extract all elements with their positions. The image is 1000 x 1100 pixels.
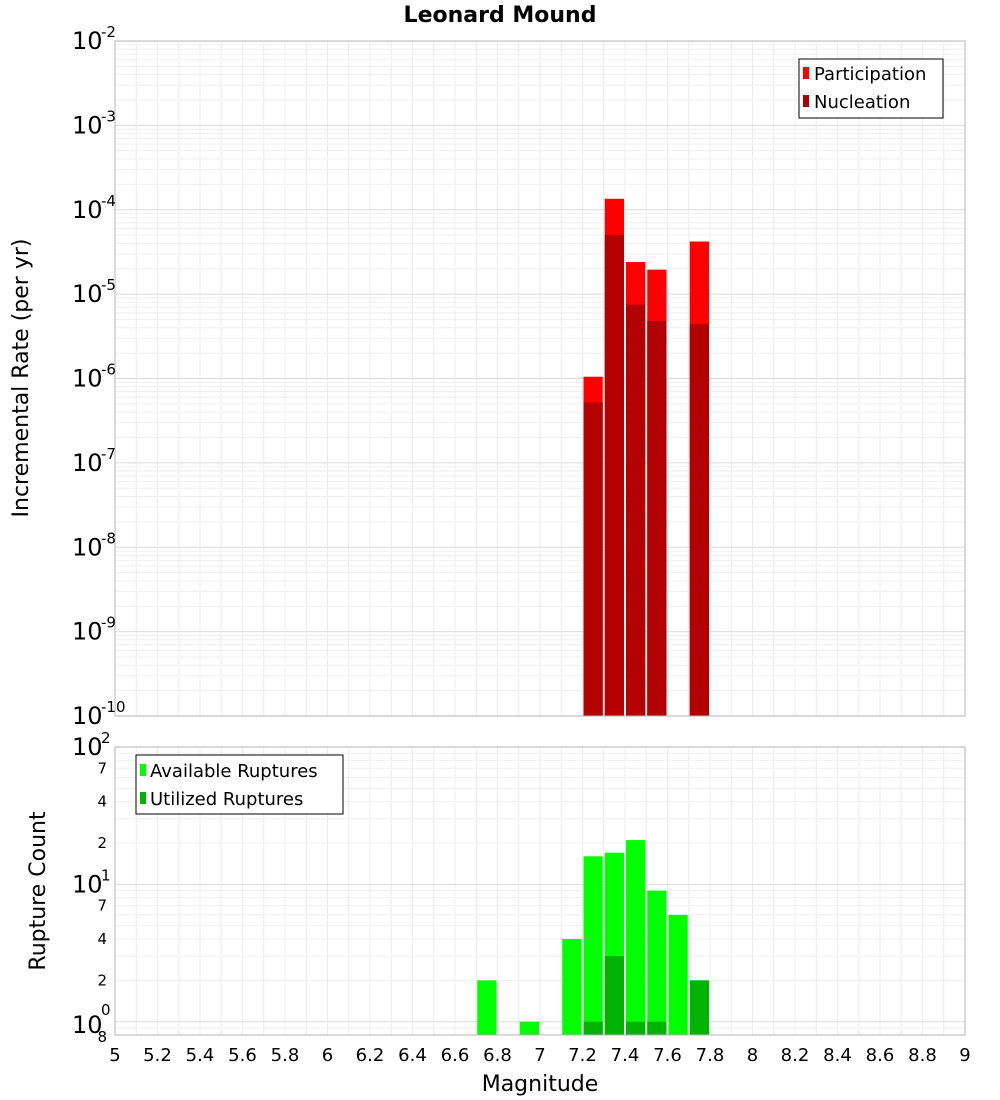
x-tick-label: 8: [747, 1045, 758, 1066]
y-minor-tick-label: 2: [97, 834, 107, 852]
legend-box: [135, 754, 344, 815]
bar-available-ruptures: [562, 939, 582, 1035]
bar-available-ruptures: [477, 980, 497, 1035]
x-tick-label: 7.4: [611, 1045, 640, 1066]
bar-nucleation: [583, 402, 603, 716]
bar-nucleation: [689, 324, 709, 716]
legend-swatch: [803, 67, 809, 79]
bar-nucleation: [604, 235, 624, 716]
x-tick-label: 5.2: [143, 1045, 172, 1066]
y-minor-tick-label: 2: [97, 971, 107, 989]
bar-utilized-ruptures: [604, 956, 624, 1035]
chart-title: Leonard Mound: [404, 3, 597, 28]
legend-swatch: [140, 792, 146, 804]
legend-top: Participation Nucleation: [798, 58, 944, 119]
bar-available-ruptures: [583, 856, 603, 1035]
x-tick-label: 7.6: [653, 1045, 682, 1066]
x-tick-label: 9: [959, 1045, 970, 1066]
y-tick-base: 10: [72, 27, 103, 55]
y-tick-base: 10: [72, 618, 103, 646]
legend-label: Available Ruptures: [150, 761, 318, 782]
bar-available-ruptures: [519, 1021, 539, 1035]
top-y-axis-label: Incremental Rate (per yr): [9, 239, 34, 518]
x-tick-label: 7.8: [696, 1045, 725, 1066]
y-minor-tick-label: 4: [97, 793, 107, 811]
legend-box: [798, 58, 944, 119]
y-tick-base: 10: [72, 702, 103, 730]
legend-bottom: Available Ruptures Utilized Ruptures: [135, 754, 344, 815]
y-tick-exponent: -4: [101, 192, 116, 210]
x-tick-label: 8.4: [823, 1045, 852, 1066]
legend-label: Nucleation: [814, 92, 910, 113]
bar-nucleation: [647, 321, 667, 716]
y-tick-base: 10: [72, 196, 103, 224]
x-tick-label: 5.8: [271, 1045, 300, 1066]
y-tick-exponent: -9: [101, 614, 116, 632]
y-tick-exponent: 0: [101, 1001, 111, 1019]
x-tick-label: 5.4: [186, 1045, 215, 1066]
y-tick-base: 10: [72, 733, 103, 761]
y-tick-exponent: -5: [101, 276, 116, 294]
x-tick-label: 7: [534, 1045, 545, 1066]
top-panel: 10-210-310-410-510-610-710-810-910-10Par…: [72, 23, 966, 730]
x-tick-label: 6.4: [398, 1045, 427, 1066]
x-axis-ticks: 5 5.2 5.4 5.6 5.8 6 6.2 6.4 6.6 6.8 7 7.2 7.4 7.6 7.8 8…: [109, 1045, 970, 1066]
bar-utilized-ruptures: [689, 980, 709, 1035]
y-tick-exponent: 2: [101, 729, 111, 747]
bar-utilized-ruptures: [583, 1021, 603, 1035]
y-minor-tick-label: 4: [97, 930, 107, 948]
legend-label: Participation: [814, 64, 926, 85]
x-tick-label: 6.8: [483, 1045, 512, 1066]
y-tick-exponent: -6: [101, 361, 116, 379]
bar-available-ruptures: [668, 914, 688, 1035]
bar-available-ruptures: [626, 840, 646, 1035]
y-tick-exponent: -2: [101, 23, 116, 41]
bar-available-ruptures: [647, 890, 667, 1035]
y-tick-base: 10: [72, 533, 103, 561]
y-minor-tick-label: 7: [97, 759, 107, 777]
y-tick-base: 10: [72, 365, 103, 393]
y-minor-tick-label: 8: [97, 1028, 107, 1046]
legend-swatch: [803, 95, 809, 107]
x-tick-label: 6: [322, 1045, 333, 1066]
y-tick-exponent: -8: [101, 529, 116, 547]
y-tick-exponent: -10: [101, 698, 126, 716]
y-tick-base: 10: [72, 111, 103, 139]
top-plot-frame: [114, 40, 966, 717]
y-tick-exponent: -3: [101, 107, 116, 125]
bar-utilized-ruptures: [647, 1021, 667, 1035]
y-tick-base: 10: [72, 1011, 103, 1039]
legend-swatch: [140, 764, 146, 776]
x-axis-label: Magnitude: [482, 1072, 599, 1097]
x-tick-label: 6.6: [441, 1045, 470, 1066]
bottom-y-axis-label: Rupture Count: [26, 811, 51, 971]
x-tick-label: 8.8: [908, 1045, 937, 1066]
bar-utilized-ruptures: [626, 1021, 646, 1035]
y-minor-tick-label: 7: [97, 897, 107, 915]
y-tick-base: 10: [72, 280, 103, 308]
bottom-plot-frame: [114, 746, 966, 1036]
x-tick-label: 8.6: [866, 1045, 895, 1066]
bar-nucleation: [626, 304, 646, 716]
y-tick-exponent: 1: [101, 866, 111, 884]
y-tick-base: 10: [72, 449, 103, 477]
x-tick-label: 8.2: [781, 1045, 810, 1066]
x-tick-label: 6.2: [356, 1045, 385, 1066]
x-tick-label: 5: [109, 1045, 120, 1066]
x-tick-label: 7.2: [568, 1045, 597, 1066]
y-tick-base: 10: [72, 870, 103, 898]
y-tick-exponent: -7: [101, 445, 116, 463]
legend-label: Utilized Ruptures: [150, 789, 303, 810]
x-tick-label: 5.6: [228, 1045, 257, 1066]
